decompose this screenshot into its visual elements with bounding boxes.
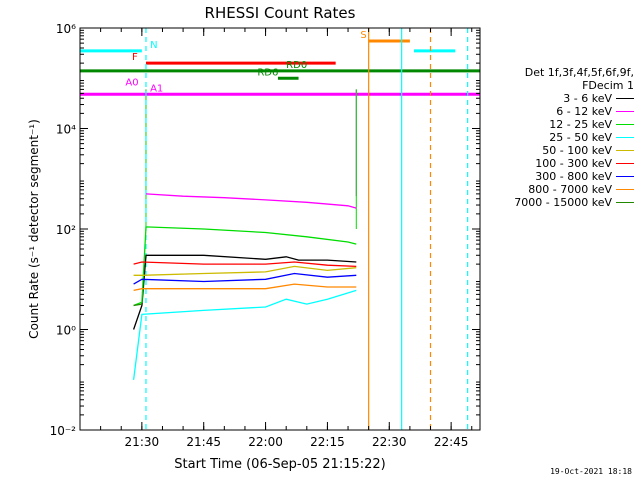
legend-entry-label: 12 - 25 keV bbox=[549, 118, 612, 131]
legend-entry: 3 - 6 keV bbox=[484, 92, 634, 105]
flag-label-a1: A1 bbox=[150, 83, 163, 94]
x-tick-label: 22:15 bbox=[310, 435, 345, 449]
series-line bbox=[133, 283, 357, 292]
x-tick-label: 22:00 bbox=[248, 435, 283, 449]
flag-label-rd0: RD0 bbox=[286, 60, 307, 71]
legend-swatch bbox=[616, 137, 634, 138]
legend-entry: 25 - 50 keV bbox=[484, 131, 634, 144]
legend-entry-label: 300 - 800 keV bbox=[535, 170, 612, 183]
legend-swatch bbox=[616, 98, 634, 99]
series-line bbox=[132, 254, 357, 330]
legend-swatch bbox=[616, 202, 634, 203]
plot-frame bbox=[79, 27, 481, 431]
legend-entry: 7000 - 15000 keV bbox=[484, 196, 634, 209]
legend-entry: 100 - 300 keV bbox=[484, 157, 634, 170]
y-axis-label: Count Rate (s⁻¹ detector segment⁻¹) bbox=[27, 119, 41, 339]
series-line bbox=[133, 261, 357, 268]
y-tick-label: 10⁶ bbox=[56, 22, 76, 36]
series-lines bbox=[132, 193, 357, 380]
legend-swatch bbox=[616, 111, 634, 112]
flag-label-n: N bbox=[150, 40, 157, 51]
y-tick-label: 10⁻² bbox=[50, 424, 77, 438]
x-axis-label: Start Time (06-Sep-05 21:15:22) bbox=[174, 457, 385, 472]
legend-swatch bbox=[616, 163, 634, 164]
flag-label-f: F bbox=[132, 52, 138, 63]
x-tick-label: 21:30 bbox=[125, 435, 160, 449]
x-tick-label: 21:45 bbox=[186, 435, 221, 449]
flag-label-s: S bbox=[360, 30, 366, 41]
series-line bbox=[133, 303, 143, 307]
y-tick-label: 10⁴ bbox=[56, 123, 76, 137]
series-line bbox=[145, 193, 357, 209]
legend-swatch bbox=[616, 189, 634, 190]
legend-swatch bbox=[616, 176, 634, 177]
legend-entry-label: 3 - 6 keV bbox=[563, 92, 612, 105]
legend-swatch bbox=[616, 150, 634, 151]
legend-rows: 3 - 6 keV 6 - 12 keV 12 - 25 keV 25 - 50 ke… bbox=[484, 92, 634, 209]
flag-label-rd6: RD6 bbox=[257, 67, 278, 78]
legend-header-line-2: FDecim 1 bbox=[582, 79, 634, 92]
x-tick-label: 22:45 bbox=[434, 435, 469, 449]
legend-entry: 50 - 100 keV bbox=[484, 144, 634, 157]
legend-entry-label: 7000 - 15000 keV bbox=[514, 196, 612, 209]
axes: 21:30 21:45 22:00 22:15 22:30 22:45 10⁻² 10⁰ 10²… bbox=[50, 22, 480, 449]
y-tick-label: 10⁰ bbox=[56, 324, 76, 338]
series-line bbox=[133, 226, 357, 307]
legend-entry: 800 - 7000 keV bbox=[484, 183, 634, 196]
legend-swatch bbox=[616, 124, 634, 125]
legend-entry-label: 6 - 12 keV bbox=[556, 105, 612, 118]
legend-entry-label: 100 - 300 keV bbox=[535, 157, 612, 170]
legend-entry-label: 800 - 7000 keV bbox=[528, 183, 612, 196]
legend-header-line-1: Det 1f,3f,4f,5f,6f,9f, bbox=[524, 66, 634, 79]
series-line bbox=[132, 289, 357, 380]
y-tick-label: 10² bbox=[56, 223, 76, 237]
series-line bbox=[133, 265, 357, 276]
chart-title: RHESSI Count Rates bbox=[205, 4, 356, 22]
x-tick-label: 22:30 bbox=[372, 435, 407, 449]
legend-entry-label: 25 - 50 keV bbox=[549, 131, 612, 144]
legend: Det 1f,3f,4f,5f,6f,9f, FDecim 1 3 - 6 ke… bbox=[484, 66, 634, 209]
timestamp: 19-Oct-2021 18:18 bbox=[550, 467, 632, 476]
series-line bbox=[133, 272, 357, 285]
legend-entry-label: 50 - 100 keV bbox=[542, 144, 612, 157]
flag-label-a0: A0 bbox=[125, 78, 138, 89]
legend-entry: 300 - 800 keV bbox=[484, 170, 634, 183]
legend-entry: 12 - 25 keV bbox=[484, 118, 634, 131]
flag-bars: N F RD0 RD6 S A0 A1 bbox=[80, 30, 480, 229]
legend-entry: 6 - 12 keV bbox=[484, 105, 634, 118]
